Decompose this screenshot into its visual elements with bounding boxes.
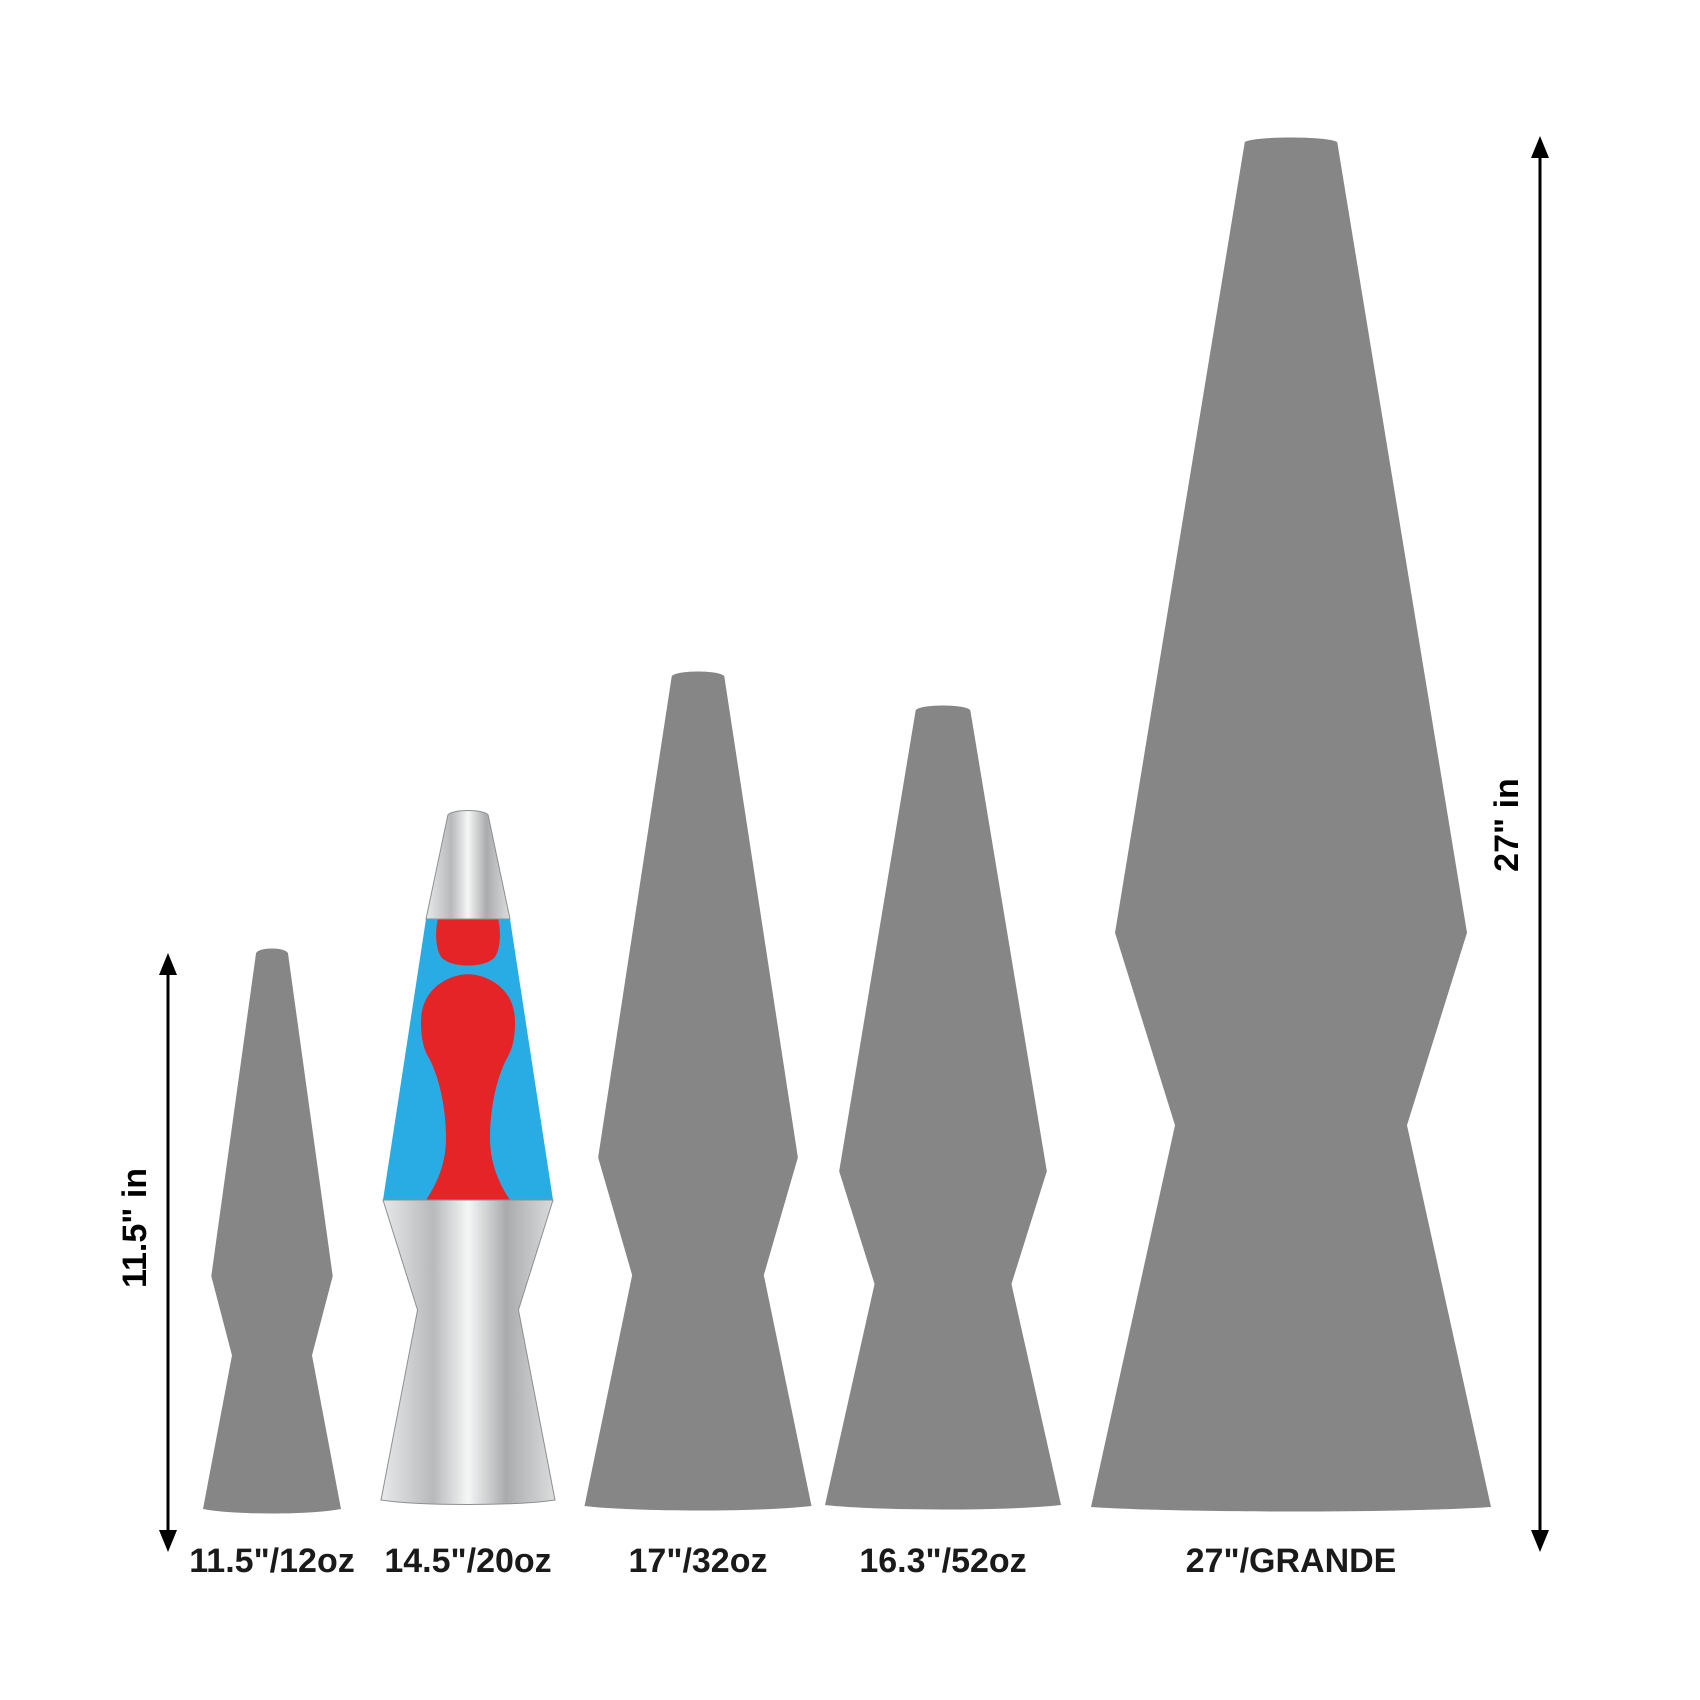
svg-text:14.5"/20oz: 14.5"/20oz <box>384 1542 551 1580</box>
svg-text:16.3"/52oz: 16.3"/52oz <box>859 1542 1026 1580</box>
svg-text:17"/32oz: 17"/32oz <box>629 1542 768 1580</box>
svg-text:11.5" in: 11.5" in <box>116 1168 154 1288</box>
svg-text:27" in: 27" in <box>1488 778 1526 872</box>
svg-text:11.5"/12oz: 11.5"/12oz <box>189 1542 354 1580</box>
svg-text:27"/GRANDE: 27"/GRANDE <box>1186 1542 1397 1580</box>
